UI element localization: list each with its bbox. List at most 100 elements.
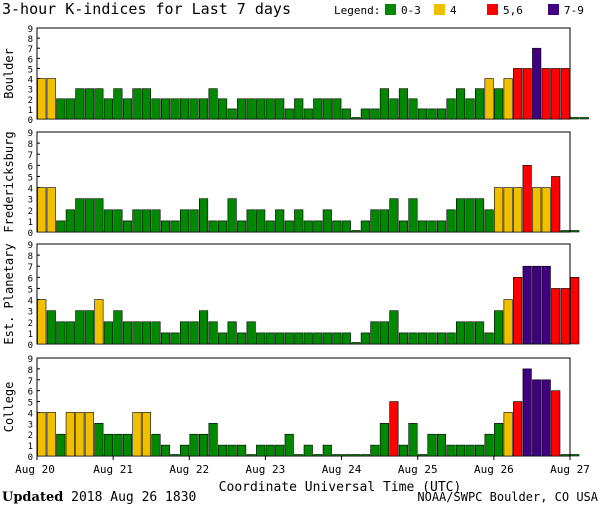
k-index-bar: [408, 98, 418, 120]
k-index-bar: [503, 412, 513, 457]
y-tick-label: 5: [28, 399, 33, 409]
y-tick-label: 8: [28, 252, 33, 262]
k-index-bar: [341, 454, 351, 457]
k-index-bar: [65, 209, 75, 233]
k-index-bar: [122, 433, 132, 457]
k-index-bar: [313, 454, 323, 457]
k-index-bar: [284, 433, 294, 457]
k-index-bar: [294, 332, 304, 345]
k-index-bar: [379, 209, 389, 233]
k-index-bar: [275, 209, 285, 233]
k-index-bar: [227, 198, 237, 233]
k-index-bar: [484, 332, 494, 345]
k-index-bar: [570, 277, 580, 345]
k-index-bar: [494, 88, 504, 120]
k-index-bar: [265, 332, 275, 345]
k-index-bar: [570, 230, 580, 233]
y-tick-label: 8: [28, 35, 33, 45]
k-index-bar: [132, 88, 142, 120]
k-index-bar: [313, 98, 323, 120]
k-index-bar: [94, 423, 104, 457]
k-index-bar: [560, 68, 570, 120]
legend-label-3: 5,6: [503, 4, 523, 17]
k-index-bar: [475, 88, 485, 120]
k-index-bar: [75, 198, 85, 233]
k-index-bar: [103, 321, 113, 345]
y-tick-label: 7: [28, 151, 33, 161]
k-index-bar: [170, 220, 180, 233]
k-index-bar: [379, 321, 389, 345]
k-index-bar: [75, 310, 85, 345]
y-tick-label: 0: [28, 116, 33, 126]
y-tick-label: 7: [28, 45, 33, 55]
y-tick-label: 6: [28, 388, 33, 398]
y-tick-label: 7: [28, 263, 33, 273]
k-index-bar: [160, 444, 171, 457]
k-index-bar: [532, 379, 542, 457]
k-index-bar: [446, 209, 456, 233]
k-index-bar: [570, 454, 580, 457]
k-index-bar: [484, 433, 494, 457]
k-index-bar: [475, 198, 485, 233]
x-tick-label: Aug 25: [398, 463, 438, 476]
panel-frame: [36, 357, 571, 457]
k-index-bar: [189, 433, 199, 457]
k-index-bar: [256, 98, 266, 120]
k-index-bar: [265, 98, 275, 120]
legend-swatch-3: [487, 4, 498, 15]
chart-header: 3-hour K-indices for Last 7 days Legend:…: [2, 0, 584, 18]
k-index-bar: [199, 98, 209, 120]
y-tick-label: 6: [28, 55, 33, 65]
k-index-bar: [494, 187, 504, 233]
y-tick-label: 4: [28, 76, 33, 86]
k-index-bar: [398, 220, 408, 233]
k-index-bar: [189, 209, 199, 233]
k-index-bar: [208, 220, 218, 233]
k-index-bar: [151, 433, 161, 457]
k-index-bar: [103, 98, 113, 120]
k-index-bar: [341, 332, 351, 345]
y-tick-label: 4: [28, 409, 33, 419]
k-index-bar: [227, 108, 237, 120]
k-index-bar: [417, 332, 428, 345]
k-index-bar: [246, 209, 256, 233]
k-index-bar: [208, 321, 218, 345]
y-tick-label: 3: [28, 196, 33, 206]
legend: 0-3 4 5,6 7-9: [385, 4, 584, 17]
k-index-bar: [199, 310, 209, 345]
k-index-bar: [313, 220, 323, 233]
k-index-bar: [389, 198, 399, 233]
k-index-bar: [332, 454, 342, 457]
k-index-bar: [132, 412, 142, 457]
y-tick-label: 6: [28, 162, 33, 172]
k-index-bar: [322, 98, 332, 120]
k-index-bar: [389, 401, 399, 457]
k-index-bar: [237, 444, 247, 457]
k-index-bar: [360, 454, 370, 457]
k-index-bar: [84, 198, 94, 233]
k-index-bar: [256, 444, 266, 457]
k-index-bar: [284, 108, 294, 120]
y-tick-label: 9: [28, 355, 33, 365]
x-tick-label: Aug 24: [322, 463, 362, 476]
k-index-bar: [65, 98, 75, 120]
k-index-bar: [560, 454, 570, 457]
k-index-bar: [256, 209, 266, 233]
x-tick-label: Aug 27: [550, 463, 590, 476]
y-tick-label: 0: [28, 341, 33, 351]
k-index-bar: [484, 209, 494, 233]
k-index-bar: [103, 433, 113, 457]
k-index-bar: [475, 444, 485, 457]
x-tick-label: Aug 22: [169, 463, 209, 476]
panel-frame: [36, 243, 571, 345]
k-index-bar: [465, 98, 475, 120]
k-index-bar: [370, 444, 380, 457]
y-tick-label: 9: [28, 25, 33, 35]
k-index-bar: [122, 98, 132, 120]
k-index-bar: [332, 220, 342, 233]
y-tick-label: 8: [28, 140, 33, 150]
k-index-bar: [113, 88, 123, 120]
k-index-bar: [294, 98, 304, 120]
x-tick-label: Aug 23: [246, 463, 286, 476]
